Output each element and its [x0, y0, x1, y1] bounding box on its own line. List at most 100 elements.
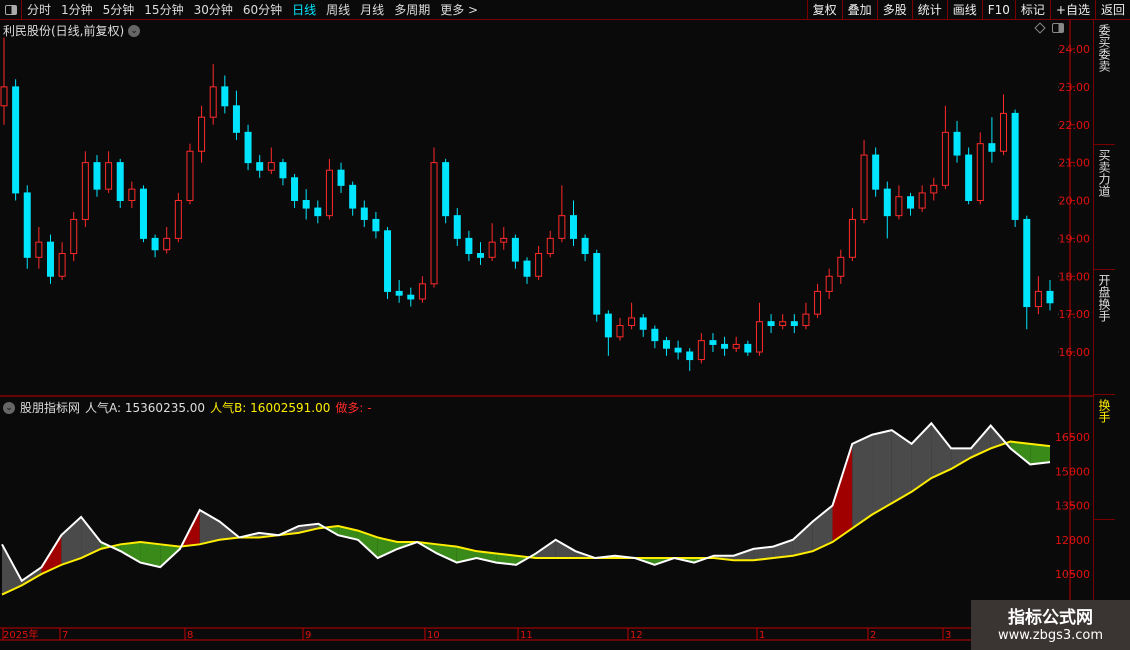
- x-tick-label: 3: [945, 630, 951, 641]
- candle-body: [372, 218, 380, 232]
- series-line-b: [1, 440, 1051, 596]
- toolbar-action-button[interactable]: 统计: [911, 0, 947, 20]
- y-tick-label: 17.00: [1059, 308, 1091, 321]
- candle-body: [151, 237, 159, 251]
- y-tick-label: 24.00: [1059, 43, 1091, 56]
- candle-body: [477, 253, 485, 258]
- right-panel-item[interactable]: 委买委卖: [1094, 20, 1115, 145]
- candle-body: [430, 162, 438, 285]
- x-tick-label: 9: [305, 630, 311, 641]
- candle-body: [511, 237, 519, 262]
- candle-body: [349, 184, 357, 209]
- candle-body: [755, 321, 763, 353]
- signal-value: -: [367, 401, 372, 415]
- candle-body: [163, 237, 171, 251]
- candle-body: [360, 207, 368, 220]
- period-tab[interactable]: 周线: [326, 3, 351, 17]
- candle-body: [814, 290, 822, 315]
- area-fill-segment: [476, 551, 497, 563]
- area-fill-segment: [911, 423, 932, 492]
- x-tick-label: 8: [187, 630, 193, 641]
- toolbar-action-button[interactable]: F10: [981, 0, 1015, 20]
- candle-body: [581, 237, 589, 255]
- area-fill-segment: [140, 542, 161, 568]
- line-b-label: 人气B:: [210, 401, 247, 415]
- area-fill-segment: [1030, 443, 1050, 465]
- line-a-value: 15360235.00: [124, 401, 206, 415]
- candle-body: [744, 343, 752, 353]
- candle-body: [0, 86, 8, 107]
- candle-body: [465, 237, 473, 255]
- y-tick-label: 16.00: [1059, 346, 1091, 359]
- candle-body: [291, 177, 299, 201]
- area-fill-segment: [931, 423, 952, 479]
- period-tab[interactable]: 分时: [27, 3, 52, 17]
- candle-body: [442, 162, 450, 217]
- candle-body: [232, 105, 240, 133]
- right-panel-item[interactable]: 买卖力道: [1094, 145, 1115, 270]
- candle-body: [1011, 112, 1019, 220]
- period-tab[interactable]: 日线: [292, 3, 317, 17]
- period-tab[interactable]: 60分钟: [242, 3, 283, 17]
- area-fill-segment: [120, 542, 141, 563]
- toolbar-action-button[interactable]: 返回: [1094, 0, 1130, 20]
- candle-body: [790, 321, 798, 326]
- candle-body: [1000, 112, 1008, 152]
- area-fill-segment: [61, 516, 82, 565]
- layout-toggle-button[interactable]: [0, 0, 22, 20]
- period-tab[interactable]: 1分钟: [61, 3, 93, 17]
- toolbar-action-button[interactable]: 多股: [876, 0, 912, 20]
- period-tab[interactable]: 更多 >: [440, 3, 479, 17]
- candle-body: [767, 321, 775, 326]
- toolbar-action-button[interactable]: 叠加: [841, 0, 877, 20]
- toolbar-action-button[interactable]: 画线: [946, 0, 982, 20]
- candle-body: [139, 188, 147, 239]
- stock-title[interactable]: 利民股份(日线,前复权) ⌄: [3, 22, 141, 39]
- candle-body: [918, 192, 926, 209]
- candle-body: [256, 162, 264, 171]
- candle-body: [395, 290, 403, 296]
- candle-body: [988, 143, 996, 152]
- area-fill-segment: [555, 539, 576, 559]
- candle-body: [965, 154, 973, 202]
- x-tick-label: 10: [427, 630, 440, 641]
- candle-body: [895, 196, 903, 217]
- period-tab[interactable]: 多周期: [394, 3, 431, 17]
- candle-body: [198, 116, 206, 152]
- candle-body: [721, 343, 729, 349]
- area-fill-segment: [437, 544, 457, 563]
- candle-body: [302, 200, 310, 209]
- candle-body: [616, 324, 624, 338]
- watermark: 指标公式网 www.zbgs3.com: [971, 600, 1130, 650]
- candle-body: [407, 294, 415, 300]
- period-tab[interactable]: 30分钟: [193, 3, 233, 17]
- candle-body: [244, 131, 252, 164]
- period-tab[interactable]: 5分钟: [102, 3, 135, 17]
- period-tab[interactable]: 月线: [360, 3, 385, 17]
- indicator-name[interactable]: 股朋指标网: [20, 401, 81, 415]
- candle-body: [12, 86, 20, 194]
- candle-body: [651, 328, 659, 342]
- candle-body: [267, 162, 275, 171]
- panel-icon: [4, 4, 17, 15]
- candle-body: [221, 86, 229, 107]
- diamond-icon[interactable]: [1034, 22, 1046, 34]
- right-panel-item[interactable]: 开盘换手: [1094, 270, 1115, 395]
- toolbar-action-button[interactable]: +自选: [1049, 0, 1095, 20]
- y-tick-label: 18.00: [1059, 270, 1091, 283]
- area-fill-segment: [100, 542, 121, 552]
- candle-body: [686, 351, 694, 361]
- chevron-down-icon[interactable]: ⌄: [3, 401, 15, 414]
- toolbar-action-button[interactable]: 复权: [806, 0, 842, 20]
- toolbar-action-button[interactable]: 标记: [1014, 0, 1050, 20]
- candle-body: [70, 218, 78, 255]
- chevron-down-icon[interactable]: ⌄: [128, 24, 141, 37]
- period-tab[interactable]: 15分钟: [144, 3, 184, 17]
- x-tick-label: 12: [630, 630, 643, 641]
- y-tick-label: 23.00: [1059, 81, 1091, 94]
- candle-body: [488, 241, 496, 258]
- candle-body: [639, 317, 647, 330]
- panel-icon[interactable]: [1052, 23, 1064, 33]
- right-panel-item[interactable]: 换手: [1094, 395, 1115, 520]
